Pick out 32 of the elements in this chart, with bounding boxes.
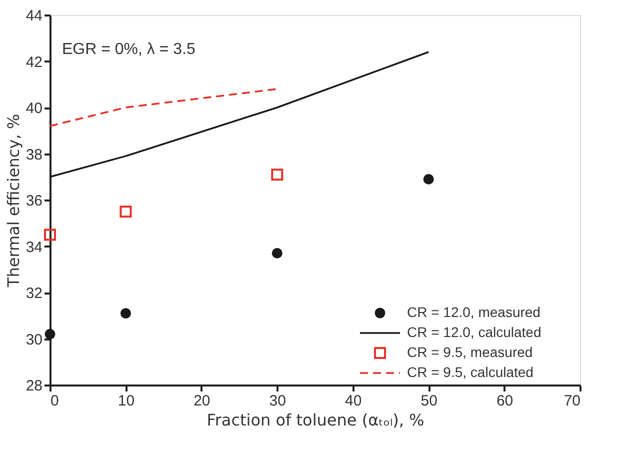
legend-label: CR = 12.0, measured bbox=[407, 304, 540, 320]
y-tick-label: 42 bbox=[26, 54, 42, 71]
x-tick-label: 40 bbox=[345, 392, 362, 410]
point bbox=[272, 248, 282, 258]
legend-label: CR = 9.5, calculated bbox=[407, 364, 534, 380]
y-tick-label: 32 bbox=[26, 285, 42, 302]
point bbox=[44, 228, 56, 241]
x-tick-label: 30 bbox=[269, 392, 286, 410]
legend-label: CR = 12.0, calculated bbox=[407, 324, 542, 340]
line-series bbox=[49, 88, 278, 127]
y-tick-label: 38 bbox=[26, 146, 42, 164]
y-tick-label: 40 bbox=[26, 100, 42, 117]
y-tick-label: 28 bbox=[26, 378, 42, 394]
x-tick-label: 20 bbox=[194, 392, 210, 410]
point bbox=[423, 174, 434, 184]
x-tick-label: 70 bbox=[564, 392, 580, 410]
annotation: EGR = 0%, λ = 3.5 bbox=[62, 41, 196, 58]
x-tick-label: 10 bbox=[118, 392, 135, 410]
point bbox=[120, 308, 131, 319]
y-tick-label: 34 bbox=[26, 238, 42, 256]
x-tick-label: 0 bbox=[50, 392, 59, 410]
point bbox=[271, 168, 284, 181]
x-tick-label: 50 bbox=[420, 392, 438, 410]
y-axis-title: Thermal efficiency, % bbox=[4, 114, 23, 288]
y-tick-label: 30 bbox=[26, 331, 42, 348]
point bbox=[44, 328, 56, 340]
x-tick-label: 60 bbox=[496, 392, 514, 410]
legend-label: CR = 9.5, measured bbox=[407, 344, 533, 360]
y-tick-label: 44 bbox=[26, 8, 42, 24]
point bbox=[120, 206, 132, 218]
y-tick-label: 36 bbox=[26, 192, 42, 210]
x-axis-title: Fraction of toluene (αₜₒₗ), % bbox=[206, 410, 424, 430]
